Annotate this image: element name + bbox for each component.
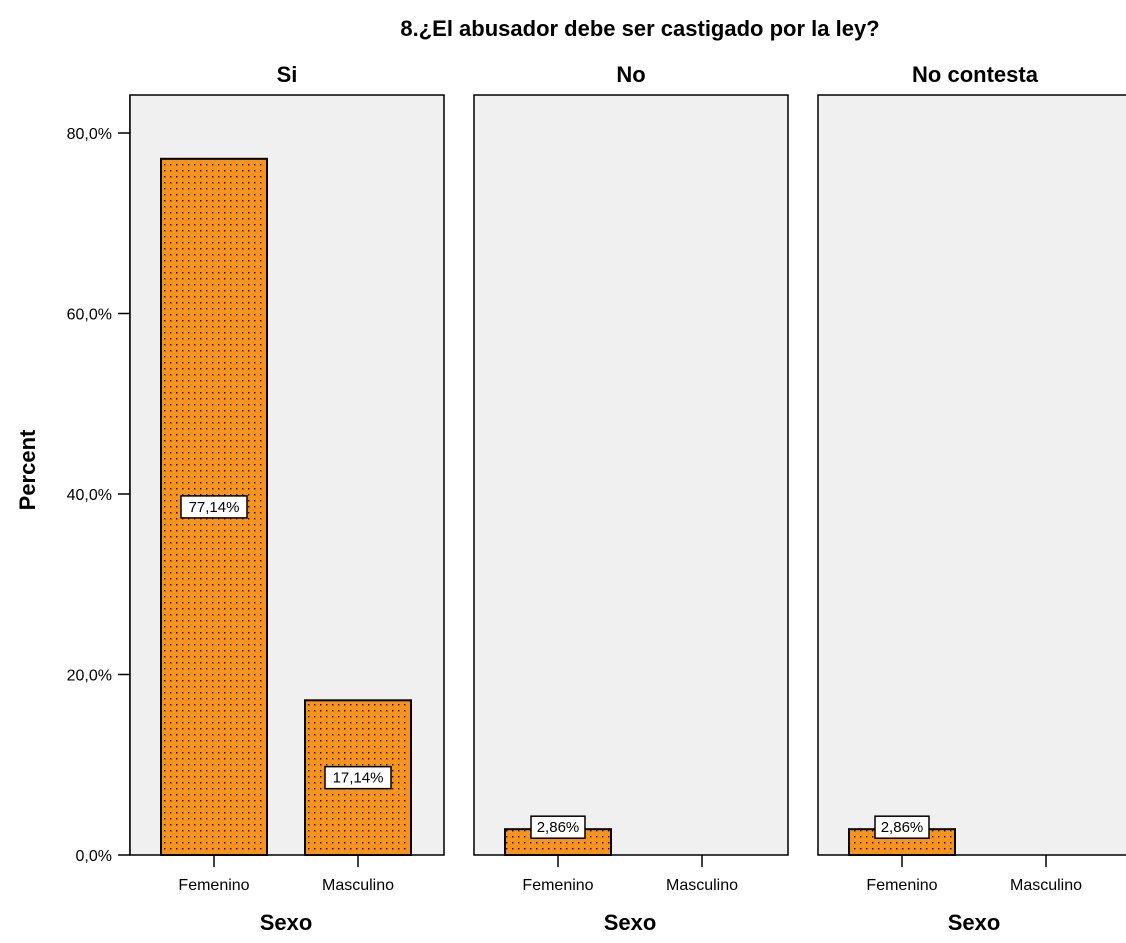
data-label-box (874, 815, 930, 839)
data-label: 77,14% (189, 499, 240, 516)
data-label-box (324, 765, 392, 790)
x-tick-label: Masculino (322, 877, 394, 894)
panel-title: Si (277, 62, 298, 87)
y-tick-label: 0,0% (76, 848, 112, 865)
y-tick-label: 60,0% (67, 307, 112, 324)
x-axis-title: Sexo (260, 910, 313, 935)
panel-title: No contesta (912, 62, 1039, 87)
panel-background (817, 94, 1126, 856)
x-tick-label: Femenino (522, 877, 593, 894)
panel-no: No Femenino Masculino 2,86% Sexo (473, 62, 789, 935)
x-tick-label: Femenino (178, 877, 249, 894)
panel-title: No (616, 62, 645, 87)
x-tick-label: Masculino (666, 877, 738, 894)
x-tick-label: Femenino (866, 877, 937, 894)
panel-no-contesta: No contesta Femenino Masculino 2,86% Sexo (817, 62, 1126, 935)
data-label-box (530, 815, 586, 839)
x-axis-title: Sexo (604, 910, 657, 935)
chart-title: 8.¿El abusador debe ser castigado por la… (400, 16, 879, 41)
panel-background (473, 94, 789, 856)
y-tick-label: 80,0% (67, 126, 112, 143)
y-axis: 0,0% 20,0% 40,0% 60,0% 80,0% (67, 95, 131, 865)
y-tick-label: 20,0% (67, 668, 112, 685)
data-label-box (180, 495, 248, 519)
chart-panels: Si Femenino Masculino 77,14% 17,14% Sexo No Fem… (129, 62, 1126, 935)
y-tick-label: 40,0% (67, 487, 112, 504)
panel-si: Si Femenino Masculino 77,14% 17,14% Sexo (129, 62, 445, 935)
y-axis-title: Percent (15, 429, 40, 510)
data-label: 2,86% (881, 819, 924, 836)
x-axis-title: Sexo (948, 910, 1001, 935)
data-label: 2,86% (537, 819, 580, 836)
x-tick-label: Masculino (1010, 877, 1082, 894)
data-label: 17,14% (333, 770, 384, 787)
